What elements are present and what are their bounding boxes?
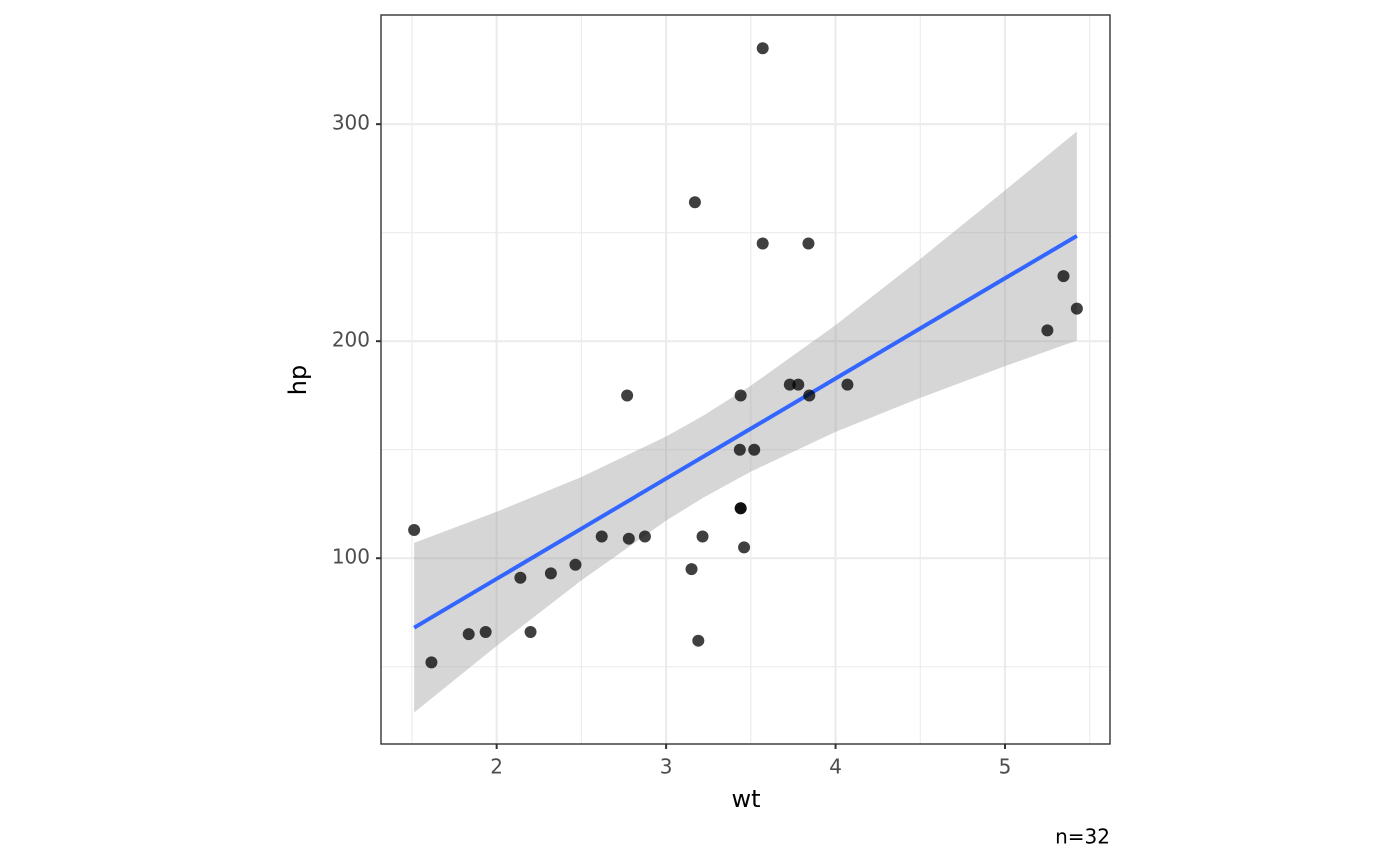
y-tick-label: 100: [332, 545, 370, 569]
point: [734, 502, 747, 515]
y-axis-title: hp: [284, 365, 312, 395]
point: [756, 237, 769, 250]
point: [524, 626, 537, 639]
y-tick-label: 300: [332, 111, 370, 135]
point: [696, 530, 709, 543]
point: [544, 567, 557, 580]
point: [792, 378, 805, 391]
point: [733, 443, 746, 456]
point: [692, 634, 705, 647]
point: [595, 530, 608, 543]
point: [1057, 270, 1070, 283]
point: [738, 541, 751, 554]
confidence-band: [414, 131, 1077, 713]
point: [638, 530, 651, 543]
point: [748, 443, 761, 456]
y-tick-label: 200: [332, 328, 370, 352]
caption: n=32: [1055, 825, 1110, 849]
point: [569, 558, 582, 571]
x-tick-label: 3: [660, 755, 673, 779]
point: [514, 571, 527, 584]
point: [622, 532, 635, 545]
point: [685, 563, 698, 576]
point: [1070, 302, 1083, 315]
point: [408, 524, 421, 537]
point: [841, 378, 854, 391]
point: [425, 656, 438, 669]
x-tick-label: 4: [829, 755, 842, 779]
point: [803, 389, 816, 402]
point: [688, 196, 701, 209]
point: [756, 42, 769, 55]
point: [479, 626, 492, 639]
point: [802, 237, 815, 250]
point: [783, 378, 796, 391]
x-axis-title: wt: [731, 785, 760, 813]
panel-border: [380, 14, 1111, 745]
point: [1041, 324, 1054, 337]
x-tick-label: 5: [999, 755, 1012, 779]
trend-line: [413, 234, 1078, 630]
point: [462, 628, 475, 641]
x-tick-label: 2: [490, 755, 503, 779]
point: [621, 389, 634, 402]
point: [734, 389, 747, 402]
